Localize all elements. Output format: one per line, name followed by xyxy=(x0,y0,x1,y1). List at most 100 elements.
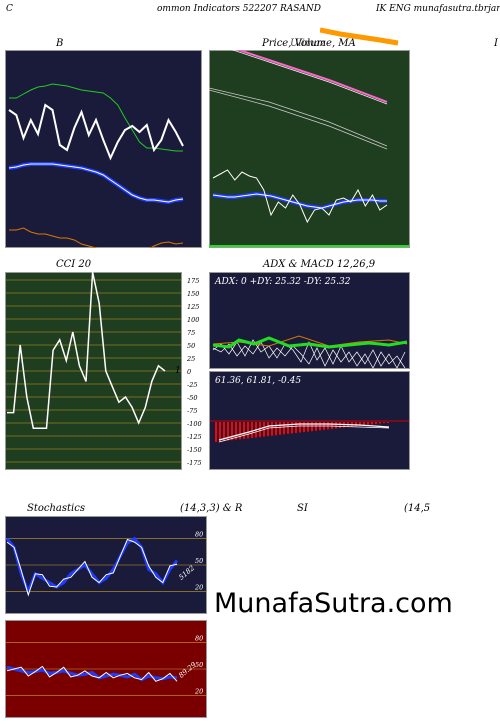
cci-tick-label: 75 xyxy=(187,329,195,337)
price-title: Price, Volume, MA xyxy=(262,38,356,49)
rsi-signal-line xyxy=(6,665,178,682)
price-ma-long-line xyxy=(235,50,388,103)
adx-macd-panel: ADX: 0 +DY: 25.32 -DY: 25.32 61.36, 61.8… xyxy=(209,272,410,470)
header-c: C xyxy=(6,4,13,14)
macd-histogram-bar xyxy=(283,422,285,435)
cci-tick-label: -150 xyxy=(187,446,202,454)
price-overlay-label: Ulimaz xyxy=(290,38,326,49)
bollinger-price-line xyxy=(8,103,184,161)
macd-histogram-bar xyxy=(299,422,301,433)
adx-di-line xyxy=(212,339,406,369)
adx-values: ADX: 0 +DY: 25.32 -DY: 25.32 xyxy=(214,277,351,287)
watermark: MunafaSutra.com xyxy=(214,588,453,619)
macd-histogram-bar xyxy=(247,422,249,439)
macd-line xyxy=(218,423,390,441)
macd-histogram-bar xyxy=(355,422,357,427)
price-ma-short-line-2 xyxy=(209,89,388,150)
macd-histogram-bar xyxy=(311,422,313,432)
stoch-title: Stochastics xyxy=(27,503,85,514)
bollinger-title: B xyxy=(56,38,64,49)
cci-tick-label: -25 xyxy=(187,381,197,389)
macd-histogram-bar xyxy=(259,422,261,438)
macd-histogram-bar xyxy=(243,422,245,439)
stoch-signal-line xyxy=(6,538,178,597)
macd-histogram-bar xyxy=(375,422,377,424)
macd-histogram-bar xyxy=(339,422,341,429)
macd-histogram-bar xyxy=(307,422,309,432)
macd-histogram-bar xyxy=(275,422,277,436)
macd-histogram-bar xyxy=(291,422,293,434)
rsi-tick-label: 50 xyxy=(195,661,203,669)
cci-tick-label: 50 xyxy=(187,342,195,350)
macd-signal-line xyxy=(218,425,390,443)
cci-line xyxy=(7,272,166,429)
macd-histogram-bar xyxy=(287,422,289,434)
macd-histogram-bar xyxy=(227,422,229,441)
bollinger-bg xyxy=(5,50,202,248)
price-orange-line xyxy=(320,27,399,46)
rsi-title: SI xyxy=(297,503,308,514)
macd-histogram-bar xyxy=(219,422,221,442)
macd-histogram-bar xyxy=(251,422,253,438)
stoch-tick-label: 50 xyxy=(195,557,203,565)
stoch-tick-label: 20 xyxy=(194,583,203,591)
macd-histogram-bar xyxy=(215,422,217,442)
macd-histogram-bar xyxy=(359,422,361,426)
macd-histogram-bar xyxy=(363,422,365,426)
macd-histogram-bar xyxy=(383,422,385,424)
cci-title: CCI 20 xyxy=(56,259,92,270)
price-panel xyxy=(209,50,410,248)
cci-tick-label: 100 xyxy=(187,316,199,324)
price-ma-white-line xyxy=(212,193,387,209)
cci-tick-label: 125 xyxy=(187,303,199,311)
adx-macd-title: ADX & MACD 12,26,9 xyxy=(263,259,376,270)
price-ma-long-line-2 xyxy=(231,50,388,105)
adx-di-line xyxy=(212,341,406,369)
cci-tick-label: 25 xyxy=(186,355,195,363)
rsi-tick-label: 80 xyxy=(195,635,203,643)
cci-tick-label: -75 xyxy=(187,407,197,415)
macd-values: 61.36, 61.81, -0.45 xyxy=(215,376,301,386)
cci-tick-label: 175 xyxy=(187,277,199,285)
cci-tick-label: 0 xyxy=(187,368,191,376)
price-line xyxy=(212,169,388,224)
header-title: ommon Indicators 522207 RASAND xyxy=(157,4,322,14)
macd-histogram-bar xyxy=(367,422,369,425)
cci-tick-label: -50 xyxy=(187,394,197,402)
rsi-params: (14,5 xyxy=(404,503,431,514)
bollinger-lower-line xyxy=(9,227,184,248)
macd-histogram-bar xyxy=(231,422,233,441)
bollinger-middle-line xyxy=(8,163,184,203)
macd-histogram-bar xyxy=(295,422,297,433)
macd-histogram-bar xyxy=(239,422,241,440)
right-edge-label: I xyxy=(494,38,498,49)
cci-tick-label: 150 xyxy=(187,290,199,298)
adx-green-line xyxy=(212,336,408,349)
stoch-params: (14,3,3) & R xyxy=(180,503,243,514)
macd-histogram-bar xyxy=(303,422,305,433)
macd-histogram-bar xyxy=(223,422,225,442)
macd-histogram-bar xyxy=(371,422,373,425)
price-ma-short-line xyxy=(209,87,388,147)
cci-last-value: 1 xyxy=(175,366,181,376)
macd-histogram-bar xyxy=(335,422,337,429)
macd-histogram-bar xyxy=(279,422,281,435)
rsi-tick-label: 20 xyxy=(194,687,203,695)
bollinger-panel xyxy=(5,50,202,248)
macd-histogram-bar xyxy=(331,422,333,429)
macd-histogram-bar xyxy=(271,422,273,436)
price-orange-overlay xyxy=(320,27,399,46)
cci-tick-label: -175 xyxy=(187,459,202,467)
price-bg xyxy=(209,50,410,248)
macd-histogram-bar xyxy=(267,422,269,437)
macd-histogram-bar xyxy=(379,422,381,424)
stoch-tick-label: 80 xyxy=(195,531,203,539)
header-right: IK ENG munafasutra.tbrjar.com xyxy=(376,4,500,14)
cci-panel: 175 150 125 100 75 50 25 0 -25 -50 -75 -100 -125 -150… xyxy=(5,272,202,470)
cci-tick-label: -125 xyxy=(187,433,202,441)
macd-histogram-bar xyxy=(387,422,389,423)
cci-tick-label: -100 xyxy=(187,420,202,428)
macd-histogram-bar xyxy=(235,422,237,440)
